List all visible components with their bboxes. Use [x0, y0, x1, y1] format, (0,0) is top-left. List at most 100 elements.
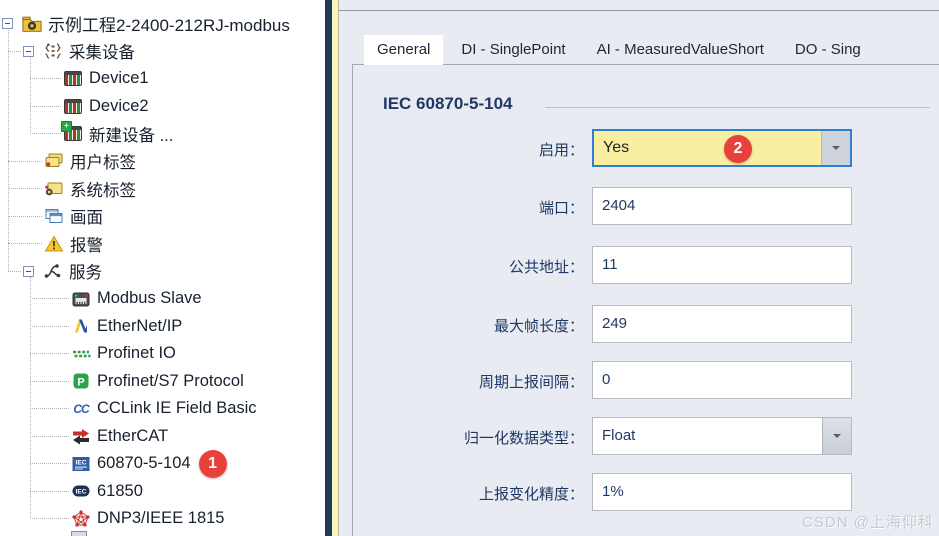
- user-tags-icon: [44, 151, 64, 171]
- field-label: 最大帧长度：: [493, 318, 584, 335]
- input-value: 0: [602, 371, 611, 388]
- form-row-port: 端口： 2404: [339, 187, 939, 225]
- tree-item-new-device[interactable]: + 新建设备 ...: [0, 120, 325, 148]
- tree-item-user-tags[interactable]: 用户标签: [0, 148, 325, 176]
- tree-item-label: 新建设备 ...: [89, 126, 174, 145]
- tree-connector: [30, 277, 31, 519]
- tree-item-ethernet-ip[interactable]: EtherNet/IP: [0, 313, 325, 341]
- annotation-badge-1: 1: [198, 449, 227, 478]
- tab-general[interactable]: General: [364, 35, 444, 65]
- section-rule: [545, 107, 930, 108]
- collapse-toggle-icon[interactable]: [23, 45, 34, 57]
- watermark: CSDN @上海仰科: [802, 514, 934, 531]
- tree-item-label: Profinet/S7 Protocol: [97, 371, 244, 390]
- tree-item-cclink[interactable]: CC CCLink IE Field Basic: [0, 395, 325, 423]
- tree-item-screens[interactable]: 画面: [0, 203, 325, 231]
- field-label: 端口：: [538, 200, 584, 217]
- system-tags-icon: [44, 179, 64, 199]
- tree-item-label: 60870-5-104: [97, 454, 191, 473]
- cclink-icon: CC: [73, 401, 89, 416]
- tree-item-label: 采集设备: [69, 44, 135, 63]
- input-value: 2404: [602, 197, 636, 214]
- tree-item-label: 服务: [69, 264, 102, 283]
- tree-item-alarm[interactable]: 报警: [0, 230, 325, 258]
- form-row-report-change-precision: 上报变化精度： 1%: [339, 473, 939, 511]
- field-label: 启用：: [538, 142, 584, 159]
- chevron-down-icon[interactable]: [822, 418, 851, 454]
- normalized-data-type-dropdown[interactable]: Float: [592, 417, 852, 455]
- svg-text:IEC: IEC: [76, 489, 87, 496]
- tree-item-collect-devices[interactable]: 采集设备: [0, 38, 325, 66]
- annotation-badge-2: 2: [724, 135, 752, 163]
- io-devices-icon: [43, 41, 63, 61]
- panel-border: [339, 10, 939, 11]
- form-row-common-address: 公共地址： 11: [339, 246, 939, 284]
- tree-item-label: 画面: [70, 209, 103, 228]
- panel-splitter-strip[interactable]: [332, 0, 339, 536]
- tree-item-label: 示例工程2-2400-212RJ-modbus: [48, 16, 290, 36]
- services-branch-icon: [43, 261, 63, 281]
- tree-item-label: EtherNet/IP: [97, 316, 183, 335]
- tree-item-label: EtherCAT: [97, 426, 169, 445]
- tree-item-iec-61850[interactable]: IEC 61850: [0, 478, 325, 506]
- tree-item-fragment: [71, 531, 87, 536]
- form-row-max-frame-length: 最大帧长度： 249: [339, 305, 939, 343]
- device-icon: [63, 96, 83, 116]
- form-row-enable: 启用： Yes 2: [339, 129, 939, 167]
- collapse-toggle-icon[interactable]: [23, 265, 34, 277]
- field-label: 上报变化精度：: [478, 486, 584, 503]
- iec-61850-icon: IEC: [71, 481, 91, 501]
- port-input[interactable]: 2404: [592, 187, 852, 225]
- tab-content-border: [352, 64, 353, 536]
- tree-item-ethercat[interactable]: EtherCAT: [0, 423, 325, 451]
- device-icon: [63, 69, 83, 89]
- tab-di-singlepoint[interactable]: DI - SinglePoint: [461, 41, 566, 58]
- modbus-slave-icon: [71, 289, 91, 309]
- form-row-normalized-data-type: 归一化数据类型： Float: [339, 417, 939, 455]
- chevron-down-icon[interactable]: [821, 131, 850, 165]
- settings-panel: General DI - SinglePoint AI - MeasuredVa…: [339, 0, 939, 536]
- tree-item-label: Modbus Slave: [97, 289, 202, 308]
- svg-text:P: P: [77, 377, 84, 389]
- tab-do-singlecommand[interactable]: DO - Sing: [794, 41, 861, 58]
- tree-item-device1[interactable]: Device1: [0, 65, 325, 93]
- tree-item-project-root[interactable]: 示例工程2-2400-212RJ-modbus: [0, 10, 325, 38]
- project-tree-panel: 示例工程2-2400-212RJ-modbus 采集设备 Device1 Dev…: [0, 0, 325, 536]
- tab-bar: General DI - SinglePoint AI - MeasuredVa…: [352, 35, 939, 65]
- dropdown-value: Float: [602, 427, 636, 444]
- tree-item-label: 61850: [97, 481, 143, 500]
- cycle-report-interval-input[interactable]: 0: [592, 361, 852, 399]
- svg-text:IEC: IEC: [76, 459, 87, 466]
- profinet-io-icon: [71, 344, 91, 364]
- tree-item-label: 用户标签: [70, 154, 136, 173]
- section-title: IEC 60870-5-104: [383, 94, 513, 113]
- tree-item-label: CCLink IE Field Basic: [97, 399, 257, 418]
- tree-item-iec-60870-5-104[interactable]: IEC 60870-5-104 1: [0, 449, 325, 478]
- tree-item-profinet-io[interactable]: Profinet IO: [0, 340, 325, 368]
- ethercat-icon: [71, 426, 91, 446]
- tree-item-dnp3[interactable]: DNP3/IEEE 1815: [0, 505, 325, 533]
- max-frame-length-input[interactable]: 249: [592, 305, 852, 343]
- input-value: 249: [602, 315, 628, 332]
- tree-item-label: DNP3/IEEE 1815: [97, 509, 225, 528]
- dropdown-value: Yes: [603, 139, 630, 156]
- tab-ai-measuredvalueshort[interactable]: AI - MeasuredValueShort: [596, 41, 764, 58]
- report-change-precision-input[interactable]: 1%: [592, 473, 852, 511]
- tree-item-label: Device2: [89, 96, 149, 115]
- panel-divider[interactable]: [325, 0, 332, 536]
- common-address-input[interactable]: 11: [592, 246, 852, 284]
- tree-item-services[interactable]: 服务: [0, 258, 325, 286]
- tree-item-profinet-s7[interactable]: P Profinet/S7 Protocol: [0, 368, 325, 396]
- tree-item-modbus-slave[interactable]: Modbus Slave: [0, 285, 325, 313]
- form-row-cycle-report-interval: 周期上报间隔： 0: [339, 361, 939, 399]
- tree-item-device2[interactable]: Device2: [0, 93, 325, 121]
- enable-dropdown[interactable]: Yes 2: [592, 129, 852, 167]
- input-value: 1%: [602, 483, 624, 500]
- tree-item-label: Profinet IO: [97, 344, 176, 363]
- dnp3-icon: [71, 509, 91, 529]
- input-value: 11: [602, 256, 618, 273]
- ethernet-ip-icon: [71, 316, 91, 336]
- tree-item-system-tags[interactable]: 系统标签: [0, 175, 325, 203]
- collapse-toggle-icon[interactable]: [2, 18, 13, 30]
